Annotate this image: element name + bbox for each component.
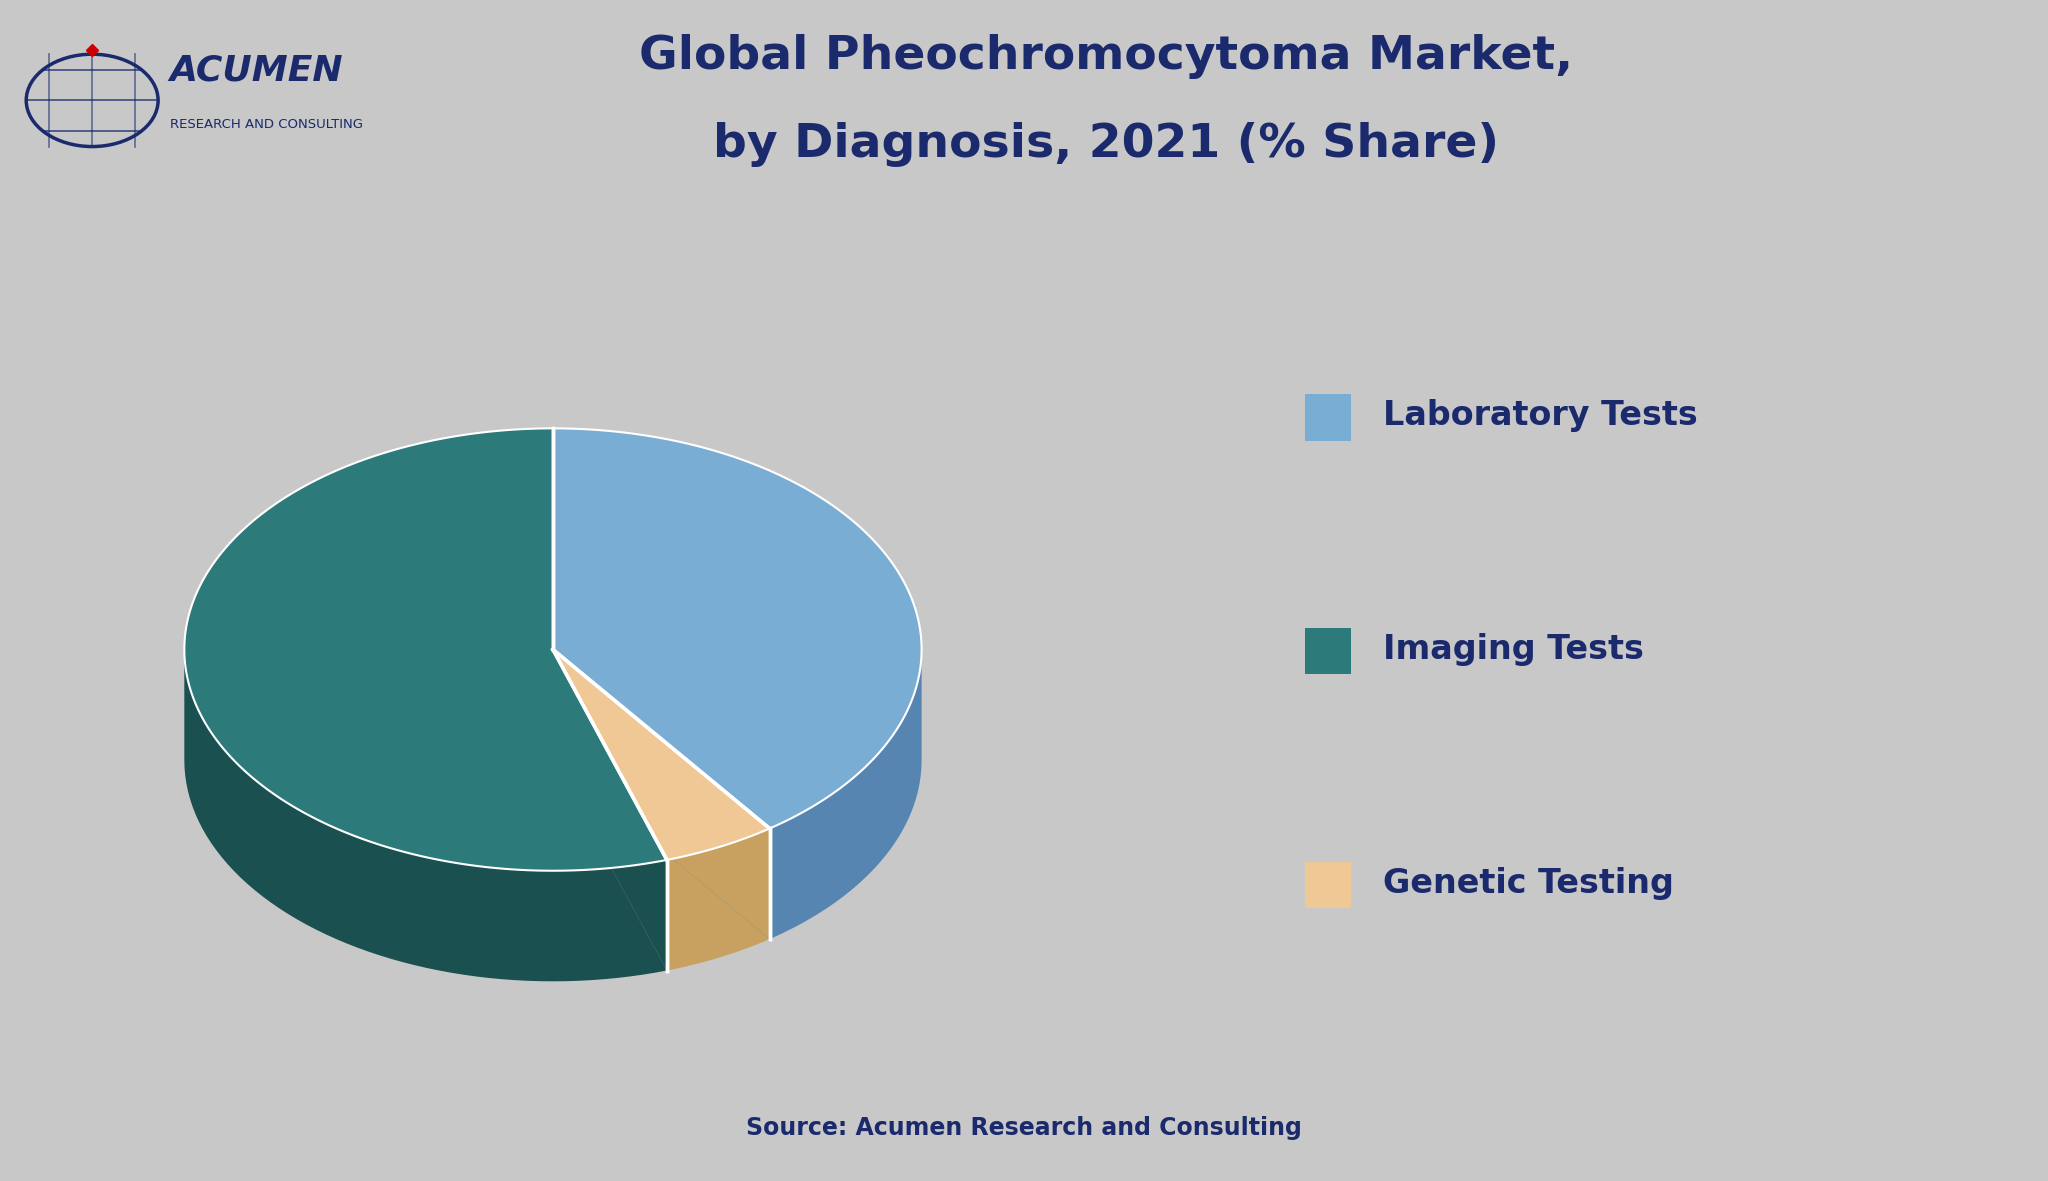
Polygon shape bbox=[553, 650, 668, 971]
Polygon shape bbox=[553, 650, 668, 971]
Text: Laboratory Tests: Laboratory Tests bbox=[1384, 399, 1698, 432]
Text: Genetic Testing: Genetic Testing bbox=[1384, 867, 1675, 900]
Text: Global Pheochromocytoma Market,: Global Pheochromocytoma Market, bbox=[639, 34, 1573, 79]
Text: by Diagnosis, 2021 (% Share): by Diagnosis, 2021 (% Share) bbox=[713, 122, 1499, 167]
Polygon shape bbox=[770, 651, 922, 939]
Polygon shape bbox=[553, 650, 770, 860]
Polygon shape bbox=[184, 429, 668, 870]
Polygon shape bbox=[184, 650, 668, 981]
Text: Imaging Tests: Imaging Tests bbox=[1384, 633, 1645, 666]
Polygon shape bbox=[553, 650, 770, 939]
Polygon shape bbox=[553, 429, 922, 829]
Polygon shape bbox=[553, 650, 770, 939]
Text: RESEARCH AND CONSULTING: RESEARCH AND CONSULTING bbox=[170, 118, 362, 131]
Bar bbox=[1305, 394, 1352, 441]
Text: Source: Acumen Research and Consulting: Source: Acumen Research and Consulting bbox=[745, 1116, 1303, 1140]
Bar bbox=[1305, 628, 1352, 674]
Bar bbox=[1305, 862, 1352, 908]
Text: ACUMEN: ACUMEN bbox=[170, 53, 344, 87]
Polygon shape bbox=[668, 829, 770, 971]
